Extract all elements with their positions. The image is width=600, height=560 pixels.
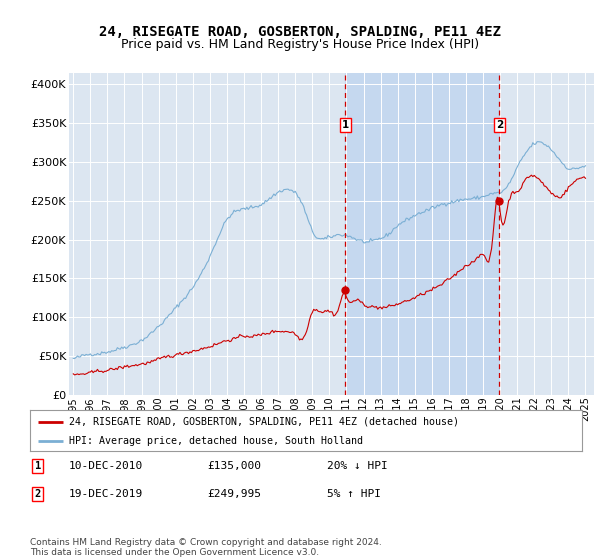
Text: 19-DEC-2019: 19-DEC-2019 [69,489,143,499]
Text: 1: 1 [341,120,349,130]
Text: 24, RISEGATE ROAD, GOSBERTON, SPALDING, PE11 4EZ: 24, RISEGATE ROAD, GOSBERTON, SPALDING, … [99,26,501,39]
Text: £135,000: £135,000 [207,461,261,471]
Text: HPI: Average price, detached house, South Holland: HPI: Average price, detached house, Sout… [68,436,362,446]
Text: 10-DEC-2010: 10-DEC-2010 [69,461,143,471]
Text: 2: 2 [496,120,503,130]
Text: 24, RISEGATE ROAD, GOSBERTON, SPALDING, PE11 4EZ (detached house): 24, RISEGATE ROAD, GOSBERTON, SPALDING, … [68,417,458,427]
Text: 5% ↑ HPI: 5% ↑ HPI [327,489,381,499]
Text: 20% ↓ HPI: 20% ↓ HPI [327,461,388,471]
Text: 1: 1 [35,461,41,471]
Text: 2: 2 [35,489,41,499]
Text: £249,995: £249,995 [207,489,261,499]
Text: Contains HM Land Registry data © Crown copyright and database right 2024.
This d: Contains HM Land Registry data © Crown c… [30,538,382,557]
Bar [345,73,499,395]
Text: Price paid vs. HM Land Registry's House Price Index (HPI): Price paid vs. HM Land Registry's House … [121,38,479,51]
